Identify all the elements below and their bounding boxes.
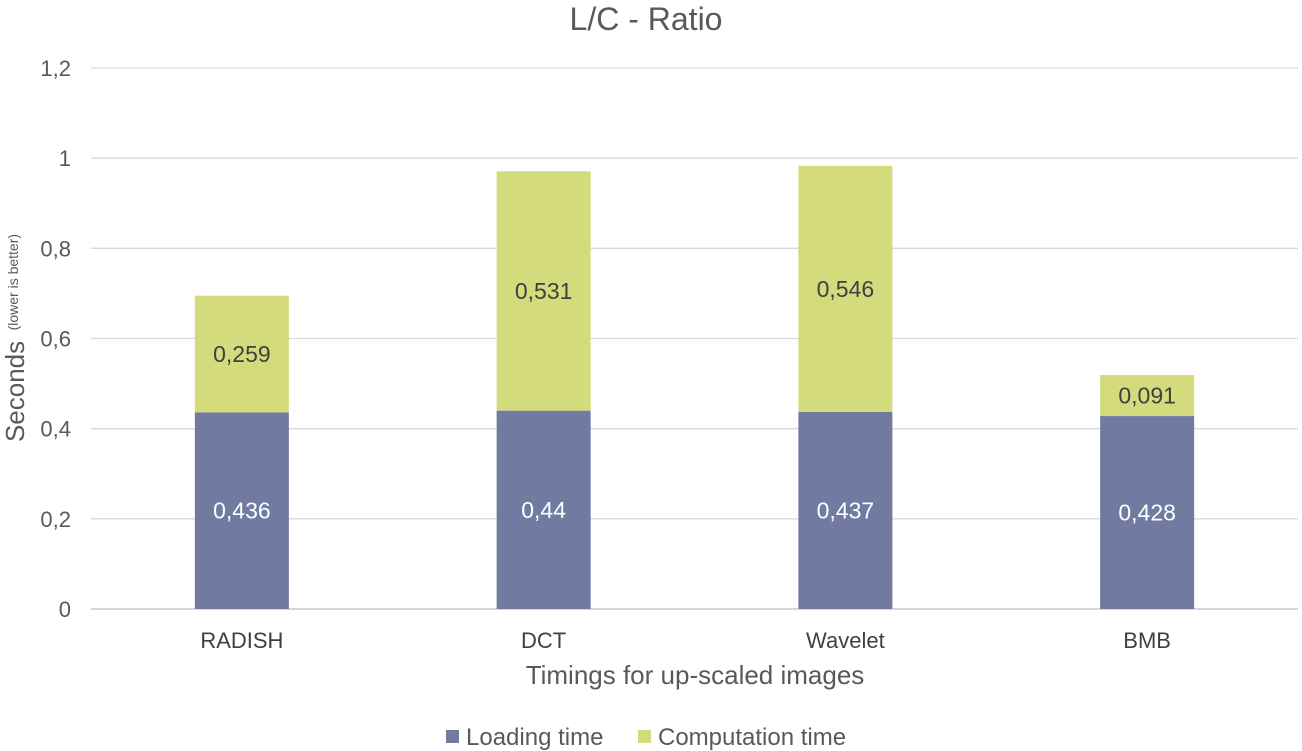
y-tick-label: 0 xyxy=(59,597,71,622)
bar-radish-computation-time xyxy=(194,295,289,413)
bar-bmb-loading-time xyxy=(1100,416,1195,609)
y-tick-label: 1,2 xyxy=(40,56,71,81)
legend-swatch-loading-time xyxy=(446,730,459,743)
x-tick-label: Wavelet xyxy=(806,628,885,653)
gridlines xyxy=(91,67,1298,610)
legend-label-computation-time: Computation time xyxy=(658,724,846,751)
data-labels: 0,436 0,259 0,44 0,531 0,437 0,546 0,428 0,091 xyxy=(213,276,1176,526)
bar-wavelet-loading-time xyxy=(798,411,893,609)
data-label: 0,428 xyxy=(1118,500,1176,526)
y-tick-label: 0,8 xyxy=(40,236,71,261)
y-tick-label: 0,4 xyxy=(40,417,71,442)
legend-swatch-computation-time xyxy=(638,730,651,743)
x-axis-title: Timings for up-scaled images xyxy=(526,660,865,690)
y-axis-tick-labels: 0 0,2 0,4 0,6 0,8 1 1,2 xyxy=(40,56,71,622)
y-tick-label: 0,6 xyxy=(40,327,71,352)
y-tick-label: 0,2 xyxy=(40,507,71,532)
data-label: 0,437 xyxy=(817,497,875,523)
y-tick-label: 1 xyxy=(59,146,71,171)
bar-bmb-computation-time xyxy=(1100,375,1195,417)
bar-dct-loading-time xyxy=(496,410,591,609)
chart-title: L/C - Ratio xyxy=(570,1,723,37)
bar-radish-loading-time xyxy=(194,412,289,609)
data-label: 0,436 xyxy=(213,498,271,524)
data-label: 0,531 xyxy=(515,278,573,304)
x-tick-label: RADISH xyxy=(200,628,283,653)
x-axis-category-labels: RADISH DCT Wavelet BMB xyxy=(200,628,1171,653)
legend-label-loading-time: Loading time xyxy=(466,724,603,751)
bar-dct-computation-time xyxy=(496,171,591,411)
data-label: 0,44 xyxy=(521,497,566,523)
y-axis-title-sub: (lower is better) xyxy=(5,234,21,330)
y-axis-title-main: Seconds xyxy=(0,341,30,442)
data-label: 0,259 xyxy=(213,341,271,367)
data-label: 0,546 xyxy=(817,276,875,302)
bar-wavelet-computation-time xyxy=(798,165,893,412)
x-tick-label: BMB xyxy=(1123,628,1171,653)
y-axis-title: Seconds (lower is better) xyxy=(0,234,30,442)
legend: Loading time Computation time xyxy=(446,724,846,751)
x-tick-label: DCT xyxy=(521,628,566,653)
data-label: 0,091 xyxy=(1118,383,1176,409)
bars xyxy=(194,165,1195,609)
